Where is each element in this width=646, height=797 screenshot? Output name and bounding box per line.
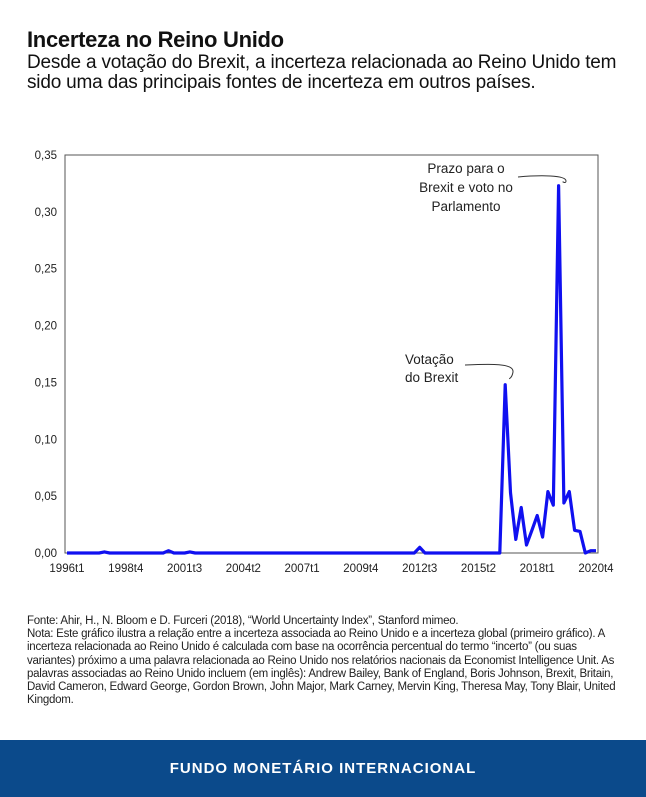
annotation-brexit-deadline: Brexit e voto no bbox=[419, 180, 513, 195]
x-tick-label: 2007t1 bbox=[285, 563, 320, 575]
x-tick-label: 2004t2 bbox=[226, 563, 261, 575]
page-subtitle: Desde a votação do Brexit, a incerteza r… bbox=[27, 52, 617, 93]
y-tick-label: 0,30 bbox=[35, 207, 57, 219]
x-tick-label: 2001t3 bbox=[167, 563, 202, 575]
footer-banner: FUNDO MONETÁRIO INTERNACIONAL bbox=[0, 740, 646, 797]
footer-label: FUNDO MONETÁRIO INTERNACIONAL bbox=[169, 760, 477, 777]
uk-uncertainty-chart: 0,00 0,05 0,10 0,15 0,20 0,25 0,30 0,35 1996t1 19… bbox=[35, 150, 615, 575]
annotation-leader-line bbox=[517, 175, 567, 184]
y-tick-label: 0,00 bbox=[35, 548, 57, 560]
page-title: Incerteza no Reino Unido bbox=[27, 27, 284, 52]
x-tick-label: 2015t2 bbox=[461, 563, 496, 575]
x-tick-label: 2018t1 bbox=[520, 563, 555, 575]
annotation-brexit-deadline: Prazo para o bbox=[427, 161, 504, 176]
y-tick-label: 0,05 bbox=[35, 491, 57, 503]
notes: Fonte: Ahir, H., N. Bloom e D. Furceri (… bbox=[27, 615, 627, 707]
x-tick-label: 1998t4 bbox=[108, 563, 144, 575]
annotation-leader-line bbox=[464, 363, 514, 380]
method-note: Nota: Este gráfico ilustra a relação ent… bbox=[27, 628, 616, 707]
y-tick-label: 0,10 bbox=[35, 434, 57, 446]
uncertainty-line bbox=[67, 184, 596, 555]
annotation-brexit-vote: Votação bbox=[405, 352, 454, 367]
x-tick-label: 2009t4 bbox=[343, 563, 379, 575]
y-tick-label: 0,20 bbox=[35, 321, 57, 333]
x-tick-label: 1996t1 bbox=[49, 563, 84, 575]
y-tick-label: 0,25 bbox=[35, 264, 57, 276]
source-note: Fonte: Ahir, H., N. Bloom e D. Furceri (… bbox=[27, 615, 459, 627]
annotation-brexit-deadline: Parlamento bbox=[431, 199, 500, 214]
annotation-brexit-vote: do Brexit bbox=[405, 370, 459, 385]
y-tick-label: 0,15 bbox=[35, 377, 57, 389]
x-tick-label: 2020t4 bbox=[578, 563, 614, 575]
y-tick-label: 0,35 bbox=[35, 150, 57, 162]
plot-frame bbox=[64, 154, 599, 554]
x-tick-label: 2012t3 bbox=[402, 563, 437, 575]
